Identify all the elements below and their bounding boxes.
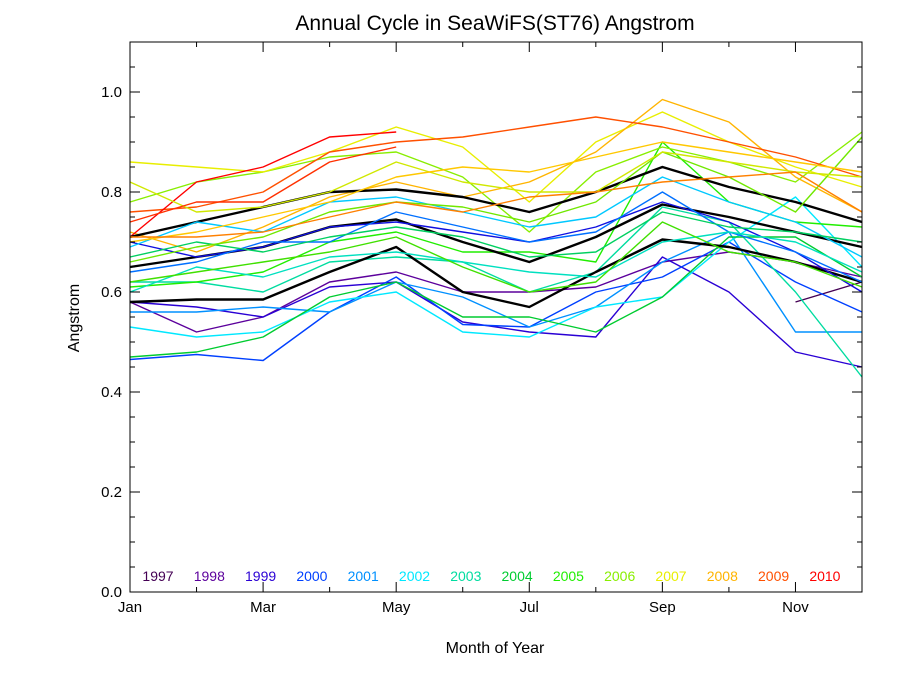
series-line (129, 136, 863, 263)
series-line (129, 238, 863, 309)
legend-entry: 2006 (604, 568, 635, 584)
legend-entry: 2007 (655, 568, 686, 584)
series-line (129, 256, 863, 368)
legend-entry: 2010 (809, 568, 840, 584)
legend-entry: 1998 (194, 568, 225, 584)
series-line (129, 251, 863, 333)
x-tick-label: Nov (782, 599, 809, 616)
y-tick-label: 1.0 (101, 84, 122, 101)
legend-entry: 1997 (142, 568, 173, 584)
series-line (129, 146, 397, 223)
series-line (129, 98, 863, 253)
series-line (129, 116, 863, 213)
x-tick-label: Jan (118, 599, 142, 616)
legend-entry: 2005 (553, 568, 584, 584)
y-tick-label: 0.6 (101, 284, 122, 301)
legend-entry: 2000 (296, 568, 327, 584)
legend: 1997 1998 1999 2000 2001 2002 2003 2004 2005 2006… (142, 568, 840, 584)
series-line (129, 211, 863, 258)
series-line (129, 201, 863, 293)
legend-entry: 2002 (399, 568, 430, 584)
legend-entry: 1999 (245, 568, 276, 584)
legend-entry: 2003 (450, 568, 481, 584)
series-line (129, 151, 863, 213)
series-line (129, 191, 863, 283)
series-layer (129, 98, 863, 378)
chart-title: Annual Cycle in SeaWiFS(ST76) Angstrom (295, 12, 694, 35)
series-line (129, 131, 397, 238)
legend-entry: 2009 (758, 568, 789, 584)
y-tick-label: 0.2 (101, 484, 122, 501)
x-tick-label: Sep (649, 599, 676, 616)
series-line (130, 171, 863, 238)
series-line (129, 231, 863, 293)
series-line (129, 221, 863, 293)
y-tick-label: 0.0 (101, 584, 122, 601)
legend-entry: 2004 (502, 568, 533, 584)
y-axis: 0.0 0.2 0.4 0.6 0.8 1.0 (101, 41, 862, 601)
y-tick-label: 0.8 (101, 184, 122, 201)
x-axis-title: Month of Year (446, 640, 545, 657)
x-tick-label: May (382, 599, 411, 616)
legend-entry: 2001 (348, 568, 379, 584)
series-line (129, 176, 863, 258)
x-tick-label: Mar (250, 599, 276, 616)
series-line (129, 141, 863, 243)
x-axis: Jan Mar May Jul Sep Nov (118, 42, 863, 616)
y-axis-title: Angstrom (66, 284, 83, 352)
y-tick-label: 0.4 (101, 384, 122, 401)
legend-entry: 2008 (707, 568, 738, 584)
series-line (129, 111, 863, 203)
x-tick-label: Jul (520, 599, 539, 616)
series-line (129, 236, 863, 358)
